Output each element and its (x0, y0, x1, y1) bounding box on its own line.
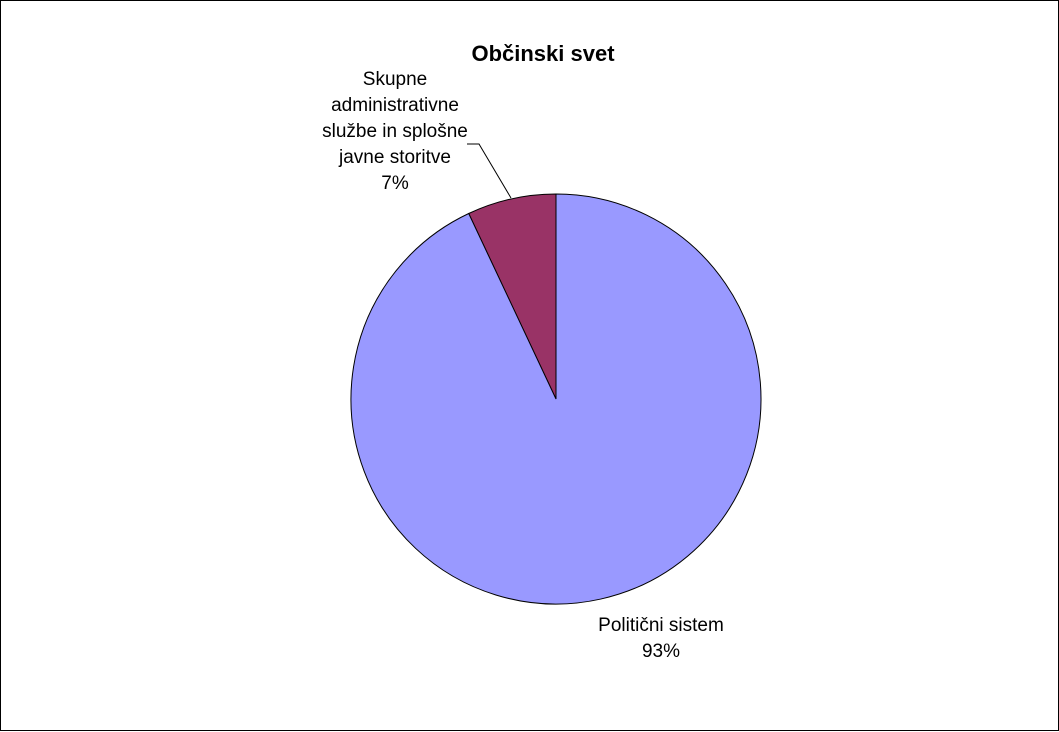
slice-percent-label: 7% (381, 173, 409, 194)
chart-title: Občinski svet (471, 41, 615, 66)
leader-line-0 (467, 143, 512, 199)
pie-slice-1 (350, 193, 762, 605)
slice-label-line: službe in splošne (322, 121, 468, 142)
slice-label-line: javne storitve (338, 147, 451, 168)
slice-percent-label: 93% (642, 641, 680, 662)
slice-label-line: Politični sistem (598, 615, 724, 636)
pie-labels: Skupne administrativne službe in splošne ja… (322, 69, 724, 662)
slice-label-line: Skupne (363, 69, 427, 90)
pie-slices (350, 193, 762, 605)
slice-label-line: administrativne (331, 95, 459, 116)
slice-label-0: Skupne administrativne službe in splošne ja… (322, 69, 468, 194)
slice-label-1: Politični sistem 93% (598, 615, 724, 662)
